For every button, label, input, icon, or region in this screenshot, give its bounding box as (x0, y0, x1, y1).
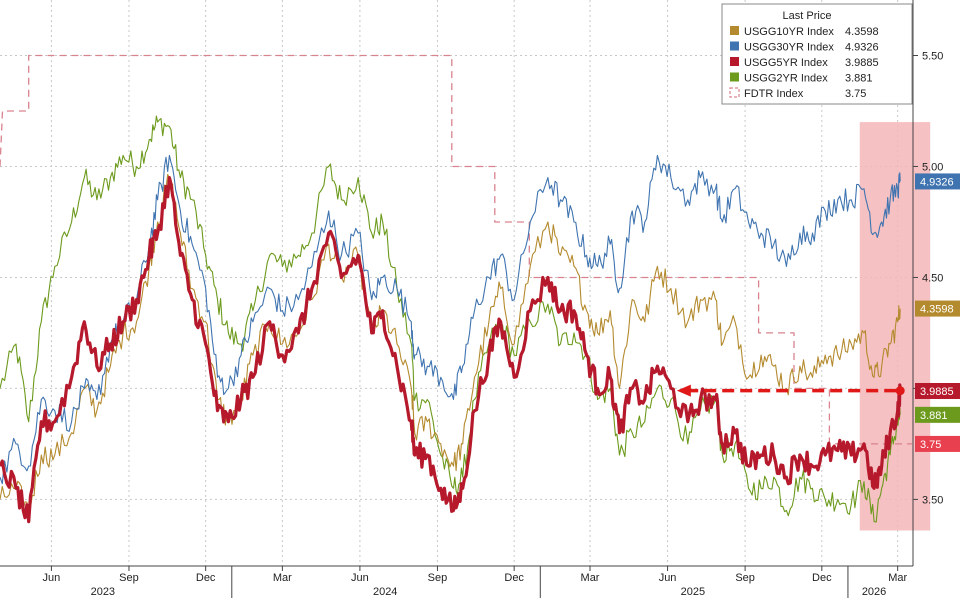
legend-entry-name: USGG2YR Index (744, 73, 828, 85)
x-tick-label: Jun (351, 572, 369, 584)
value-badge-label: 4.9326 (920, 176, 954, 188)
last-value-badges: 4.9326 4.3598 3.9885 3.881 3.75 (915, 173, 960, 452)
value-badge-label: 3.881 (920, 410, 948, 422)
legend-box (721, 3, 913, 105)
x-tick-label: Mar (888, 572, 907, 584)
y-tick-label: 4.50 (922, 272, 943, 284)
series-line-usgg30yr-index (0, 154, 901, 485)
value-badge (915, 382, 960, 399)
x-tick-label: Jun (43, 572, 61, 584)
year-label: 2024 (373, 586, 397, 598)
legend-entry-name: USGG10YR Index (744, 26, 834, 38)
x-tick-label: Mar (273, 572, 292, 584)
value-badge-label: 3.9885 (920, 386, 954, 398)
legend-entry-value: 3.9885 (845, 57, 879, 69)
x-tick-label: Sep (119, 572, 139, 584)
x-tick-label: Dec (504, 572, 524, 584)
x-tick-label: Sep (428, 572, 448, 584)
legend-entry-name: FDTR Index (744, 88, 804, 100)
year-label: 2023 (91, 586, 115, 598)
legend-entry-name: USGG5YR Index (744, 57, 828, 69)
x-tick-label: Dec (812, 572, 832, 584)
series-lines (0, 54, 912, 524)
legend-entry-name: USGG30YR Index (744, 42, 834, 54)
y-tick-label: 5.00 (922, 161, 943, 173)
legend-swatch (730, 72, 739, 82)
arrow-start-dot (895, 386, 905, 396)
arrow-head (676, 384, 691, 397)
x-tick-label: Jun (659, 572, 677, 584)
legend-swatch (730, 41, 739, 51)
series-line-usgg10yr-index (0, 173, 901, 512)
legend-swatch (730, 57, 739, 66)
x-tick-label: Dec (196, 572, 216, 584)
legend-entry-value: 3.881 (845, 73, 873, 85)
series-line-usgg5yr-index (0, 176, 902, 524)
x-tick-label: Sep (735, 572, 755, 584)
y-tick-label: 3.50 (922, 494, 943, 506)
legend-entry-value: 4.3598 (845, 26, 879, 38)
legend-swatch (729, 87, 740, 98)
value-badge-label: 4.3598 (920, 304, 954, 316)
value-badge (915, 406, 960, 423)
legend-title: Last Price (783, 10, 832, 22)
legend-entry-value: 4.9326 (845, 42, 879, 54)
legend-entry-value: 3.75 (845, 88, 866, 100)
year-label: 2025 (681, 586, 705, 598)
series-line-usgg2yr-index (0, 115, 901, 523)
value-badge-label: 3.75 (920, 439, 941, 451)
legend-swatch (730, 26, 739, 35)
arrow-annotation (676, 384, 905, 397)
value-badge (915, 300, 960, 317)
value-badge (915, 435, 960, 452)
x-tick-label: Mar (581, 572, 600, 584)
series-line-fdtr-index (0, 54, 912, 445)
legend: Last Price USGG10YR Index 4.3598 USGG30YR … (721, 3, 913, 105)
year-label: 2026 (862, 586, 886, 598)
value-badge (915, 173, 960, 190)
y-tick-label: 5.50 (922, 50, 943, 62)
